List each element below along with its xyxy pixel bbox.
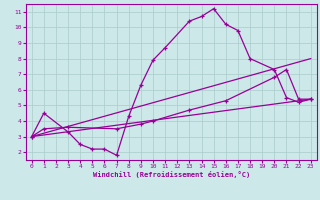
X-axis label: Windchill (Refroidissement éolien,°C): Windchill (Refroidissement éolien,°C) [92, 171, 250, 178]
